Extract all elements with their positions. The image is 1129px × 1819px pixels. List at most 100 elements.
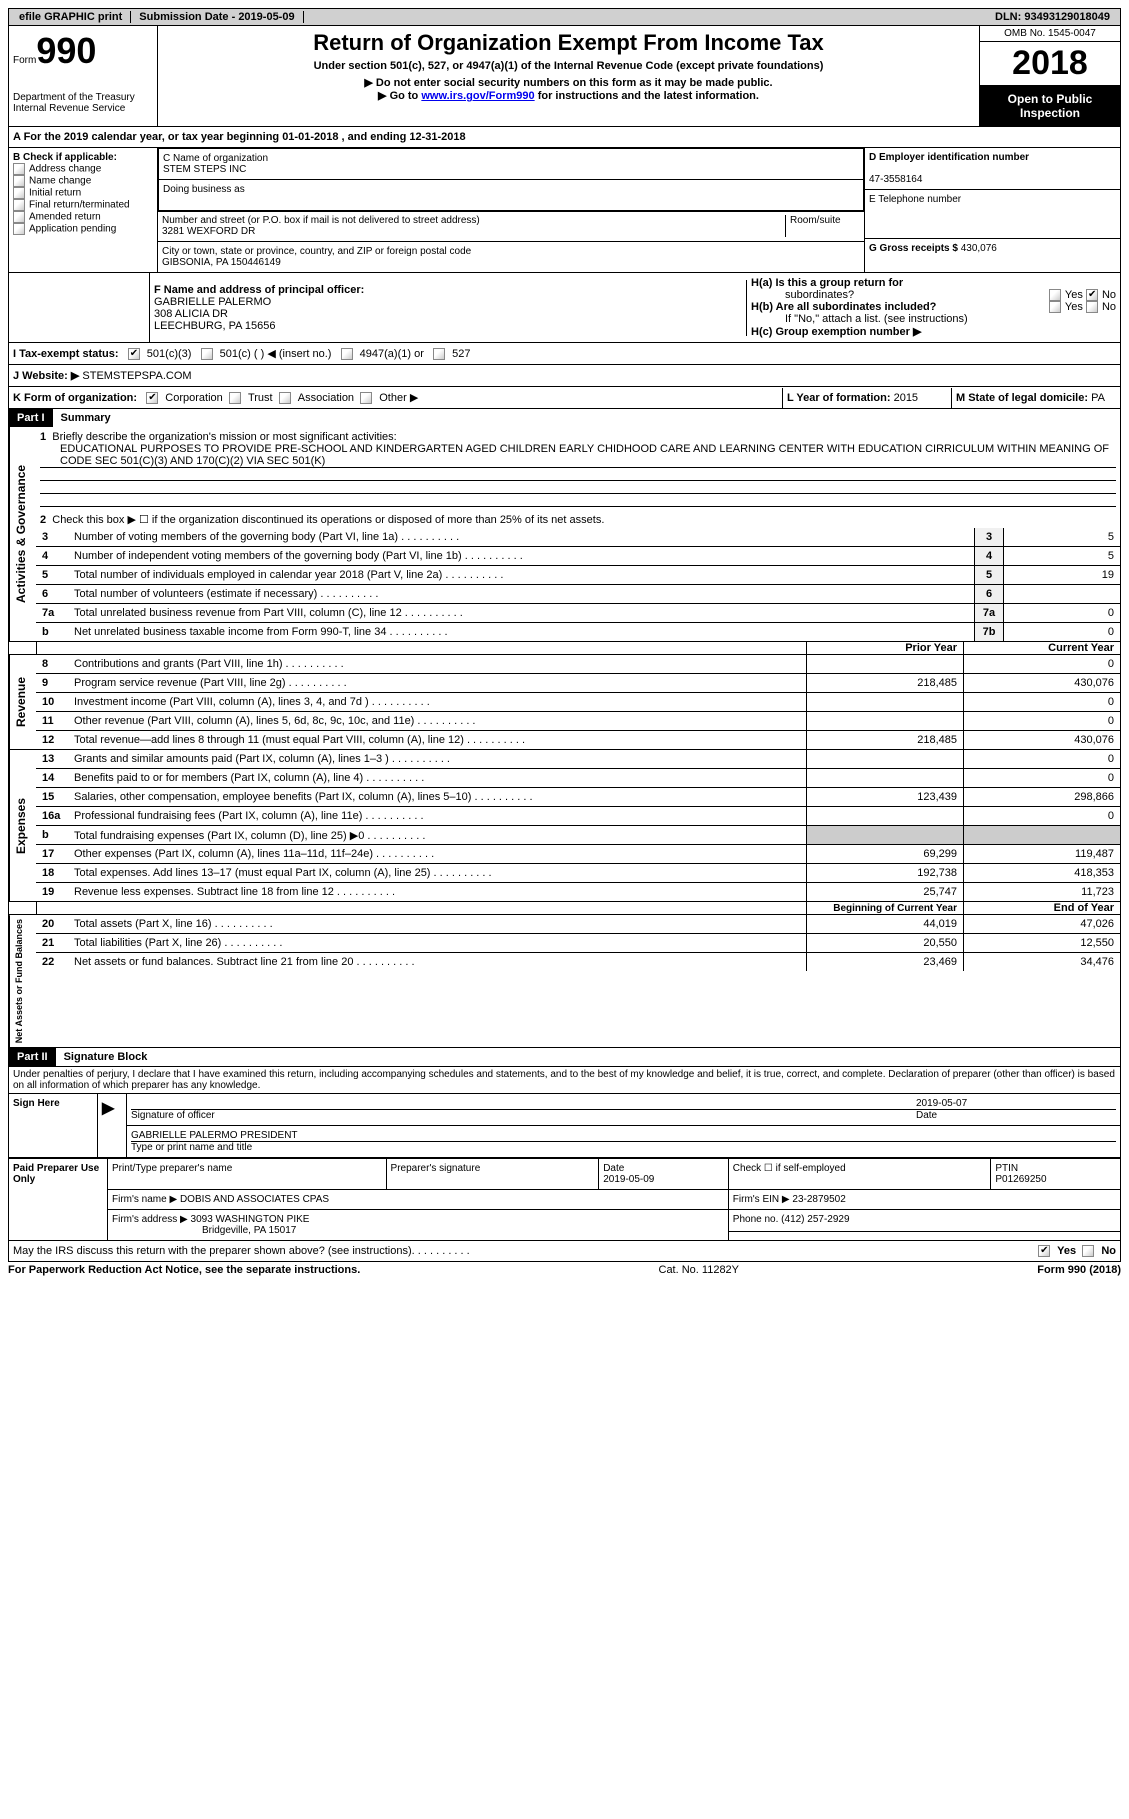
prep-addr-label: Firm's address ▶ (112, 1214, 188, 1225)
inspection-label: Open to Public Inspection (980, 86, 1120, 126)
note-ssn: ▶ Do not enter social security numbers o… (162, 76, 975, 89)
hdr-current: Current Year (963, 642, 1120, 654)
c-addr: 3281 WEXFORD DR (162, 226, 255, 237)
f-name: GABRIELLE PALERMO (154, 296, 271, 308)
line-13: 13 Grants and similar amounts paid (Part… (36, 750, 1120, 769)
cb-hb-no[interactable] (1086, 301, 1098, 313)
k-opt-3: Other ▶ (379, 392, 418, 404)
line-22: 22 Net assets or fund balances. Subtract… (36, 953, 1120, 971)
cb-final[interactable] (13, 199, 25, 211)
line-3: 3 Number of voting members of the govern… (36, 528, 1120, 547)
goto-pre: ▶ Go to (378, 90, 421, 102)
f-addr2: LEECHBURG, PA 15656 (154, 320, 275, 332)
line-19: 19 Revenue less expenses. Subtract line … (36, 883, 1120, 901)
gov-vlabel: Activities & Governance (9, 427, 36, 641)
prep-c4: Check ☐ if self-employed (728, 1159, 991, 1190)
dln: DLN: 93493129018049 (987, 11, 1118, 23)
cb-4947[interactable] (341, 348, 353, 360)
b-header: B Check if applicable: (13, 152, 117, 163)
g-label: G Gross receipts $ (869, 243, 958, 254)
c-name: STEM STEPS INC (163, 164, 246, 175)
cb-address-change[interactable] (13, 163, 25, 175)
form-number: 990 (36, 30, 96, 71)
cb-pending[interactable] (13, 223, 25, 235)
line-14: 14 Benefits paid to or for members (Part… (36, 769, 1120, 788)
line-17: 17 Other expenses (Part IX, column (A), … (36, 845, 1120, 864)
dba-box: Doing business as (159, 180, 863, 210)
netassets-block: Net Assets or Fund Balances 20 Total ass… (8, 915, 1121, 1048)
org-name-box: C Name of organization STEM STEPS INC (159, 149, 863, 180)
l-label: L Year of formation: (787, 392, 891, 404)
note-goto: ▶ Go to www.irs.gov/Form990 for instruct… (162, 89, 975, 102)
part2-title: Signature Block (56, 1051, 148, 1063)
revenue-block: Revenue 8 Contributions and grants (Part… (8, 655, 1121, 750)
cb-corp[interactable] (146, 392, 158, 404)
h-b: H(b) Are all subordinates included? (751, 301, 1049, 313)
k-opt-1: Trust (248, 392, 273, 404)
form-subtitle: Under section 501(c), 527, or 4947(a)(1)… (166, 60, 971, 72)
cb-initial[interactable] (13, 187, 25, 199)
k-label: K Form of organization: (13, 392, 137, 404)
l-val: 2015 (894, 392, 918, 404)
discuss-text: May the IRS discuss this return with the… (13, 1245, 412, 1257)
cb-other[interactable] (360, 392, 372, 404)
yes-2: Yes (1065, 301, 1083, 313)
cb-ha-yes[interactable] (1049, 289, 1061, 301)
sign-name: GABRIELLE PALERMO PRESIDENT (131, 1130, 1116, 1142)
form-title: Return of Organization Exempt From Incom… (162, 30, 975, 56)
sign-date: 2019-05-07 (916, 1098, 1116, 1109)
col-b: B Check if applicable: Address change Na… (9, 148, 158, 272)
cb-501c3[interactable] (128, 348, 140, 360)
cb-ha-no[interactable] (1086, 289, 1098, 301)
footer-right: Form 990 (2018) (1037, 1264, 1121, 1276)
c-addr-label: Number and street (or P.O. box if mail i… (162, 215, 480, 226)
sig-label: Signature of officer (131, 1110, 916, 1121)
cb-amended[interactable] (13, 211, 25, 223)
j-label: J Website: ▶ (13, 369, 79, 382)
cb-discuss-yes[interactable] (1038, 1245, 1050, 1257)
line-9: 9 Program service revenue (Part VIII, li… (36, 674, 1120, 693)
part2-header: Part II Signature Block (8, 1048, 1121, 1066)
section-b-to-g: B Check if applicable: Address change Na… (8, 148, 1121, 273)
line-5: 5 Total number of individuals employed i… (36, 566, 1120, 585)
b-opt-5: Application pending (29, 224, 116, 235)
line-10: 10 Investment income (Part VIII, column … (36, 693, 1120, 712)
submission-date: Submission Date - 2019-05-09 (131, 11, 303, 23)
prep-label: Paid Preparer Use Only (9, 1159, 108, 1241)
e-label: E Telephone number (869, 194, 961, 205)
section-j: J Website: ▶ STEMSTEPSPA.COM (8, 365, 1121, 387)
cb-hb-yes[interactable] (1049, 301, 1061, 313)
prep-c3v: 2019-05-09 (603, 1174, 654, 1185)
cb-527[interactable] (433, 348, 445, 360)
irs-link[interactable]: www.irs.gov/Form990 (421, 90, 534, 102)
cb-name-change[interactable] (13, 175, 25, 187)
firm-label: Firm's name ▶ (112, 1194, 177, 1205)
header-center: Return of Organization Exempt From Incom… (158, 26, 979, 126)
m-label: M State of legal domicile: (956, 392, 1088, 404)
arrow-icon: ▶ (102, 1100, 114, 1117)
line-8: 8 Contributions and grants (Part VIII, l… (36, 655, 1120, 674)
prep-c5v: P01269250 (995, 1174, 1046, 1185)
sign-name-label: Type or print name and title (131, 1142, 1116, 1153)
yes-3: Yes (1057, 1245, 1076, 1257)
h-a: H(a) Is this a group return for (751, 277, 903, 289)
k-opt-0: Corporation (165, 392, 222, 404)
cb-trust[interactable] (229, 392, 241, 404)
cb-assoc[interactable] (279, 392, 291, 404)
footer-center: Cat. No. 11282Y (360, 1264, 1037, 1276)
header-right: OMB No. 1545-0047 2018 Open to Public In… (979, 26, 1120, 126)
h-note: If "No," attach a list. (see instruction… (751, 313, 1116, 325)
cb-discuss-no[interactable] (1082, 1245, 1094, 1257)
cb-501c[interactable] (201, 348, 213, 360)
na-vlabel: Net Assets or Fund Balances (9, 915, 36, 1047)
efile-label[interactable]: efile GRAPHIC print (11, 11, 131, 23)
discuss-row: May the IRS discuss this return with the… (8, 1241, 1121, 1262)
section-klm: K Form of organization: Corporation Trus… (8, 387, 1121, 409)
b-opt-3: Final return/terminated (29, 200, 130, 211)
b-opt-0: Address change (29, 164, 101, 175)
no-1: No (1102, 289, 1116, 301)
firm-name: DOBIS AND ASSOCIATES CPAS (180, 1194, 329, 1205)
hdr-end: End of Year (963, 902, 1120, 914)
header: Form990 Department of the Treasury Inter… (8, 26, 1121, 127)
section-i: I Tax-exempt status: 501(c)(3) 501(c) ( … (8, 343, 1121, 365)
